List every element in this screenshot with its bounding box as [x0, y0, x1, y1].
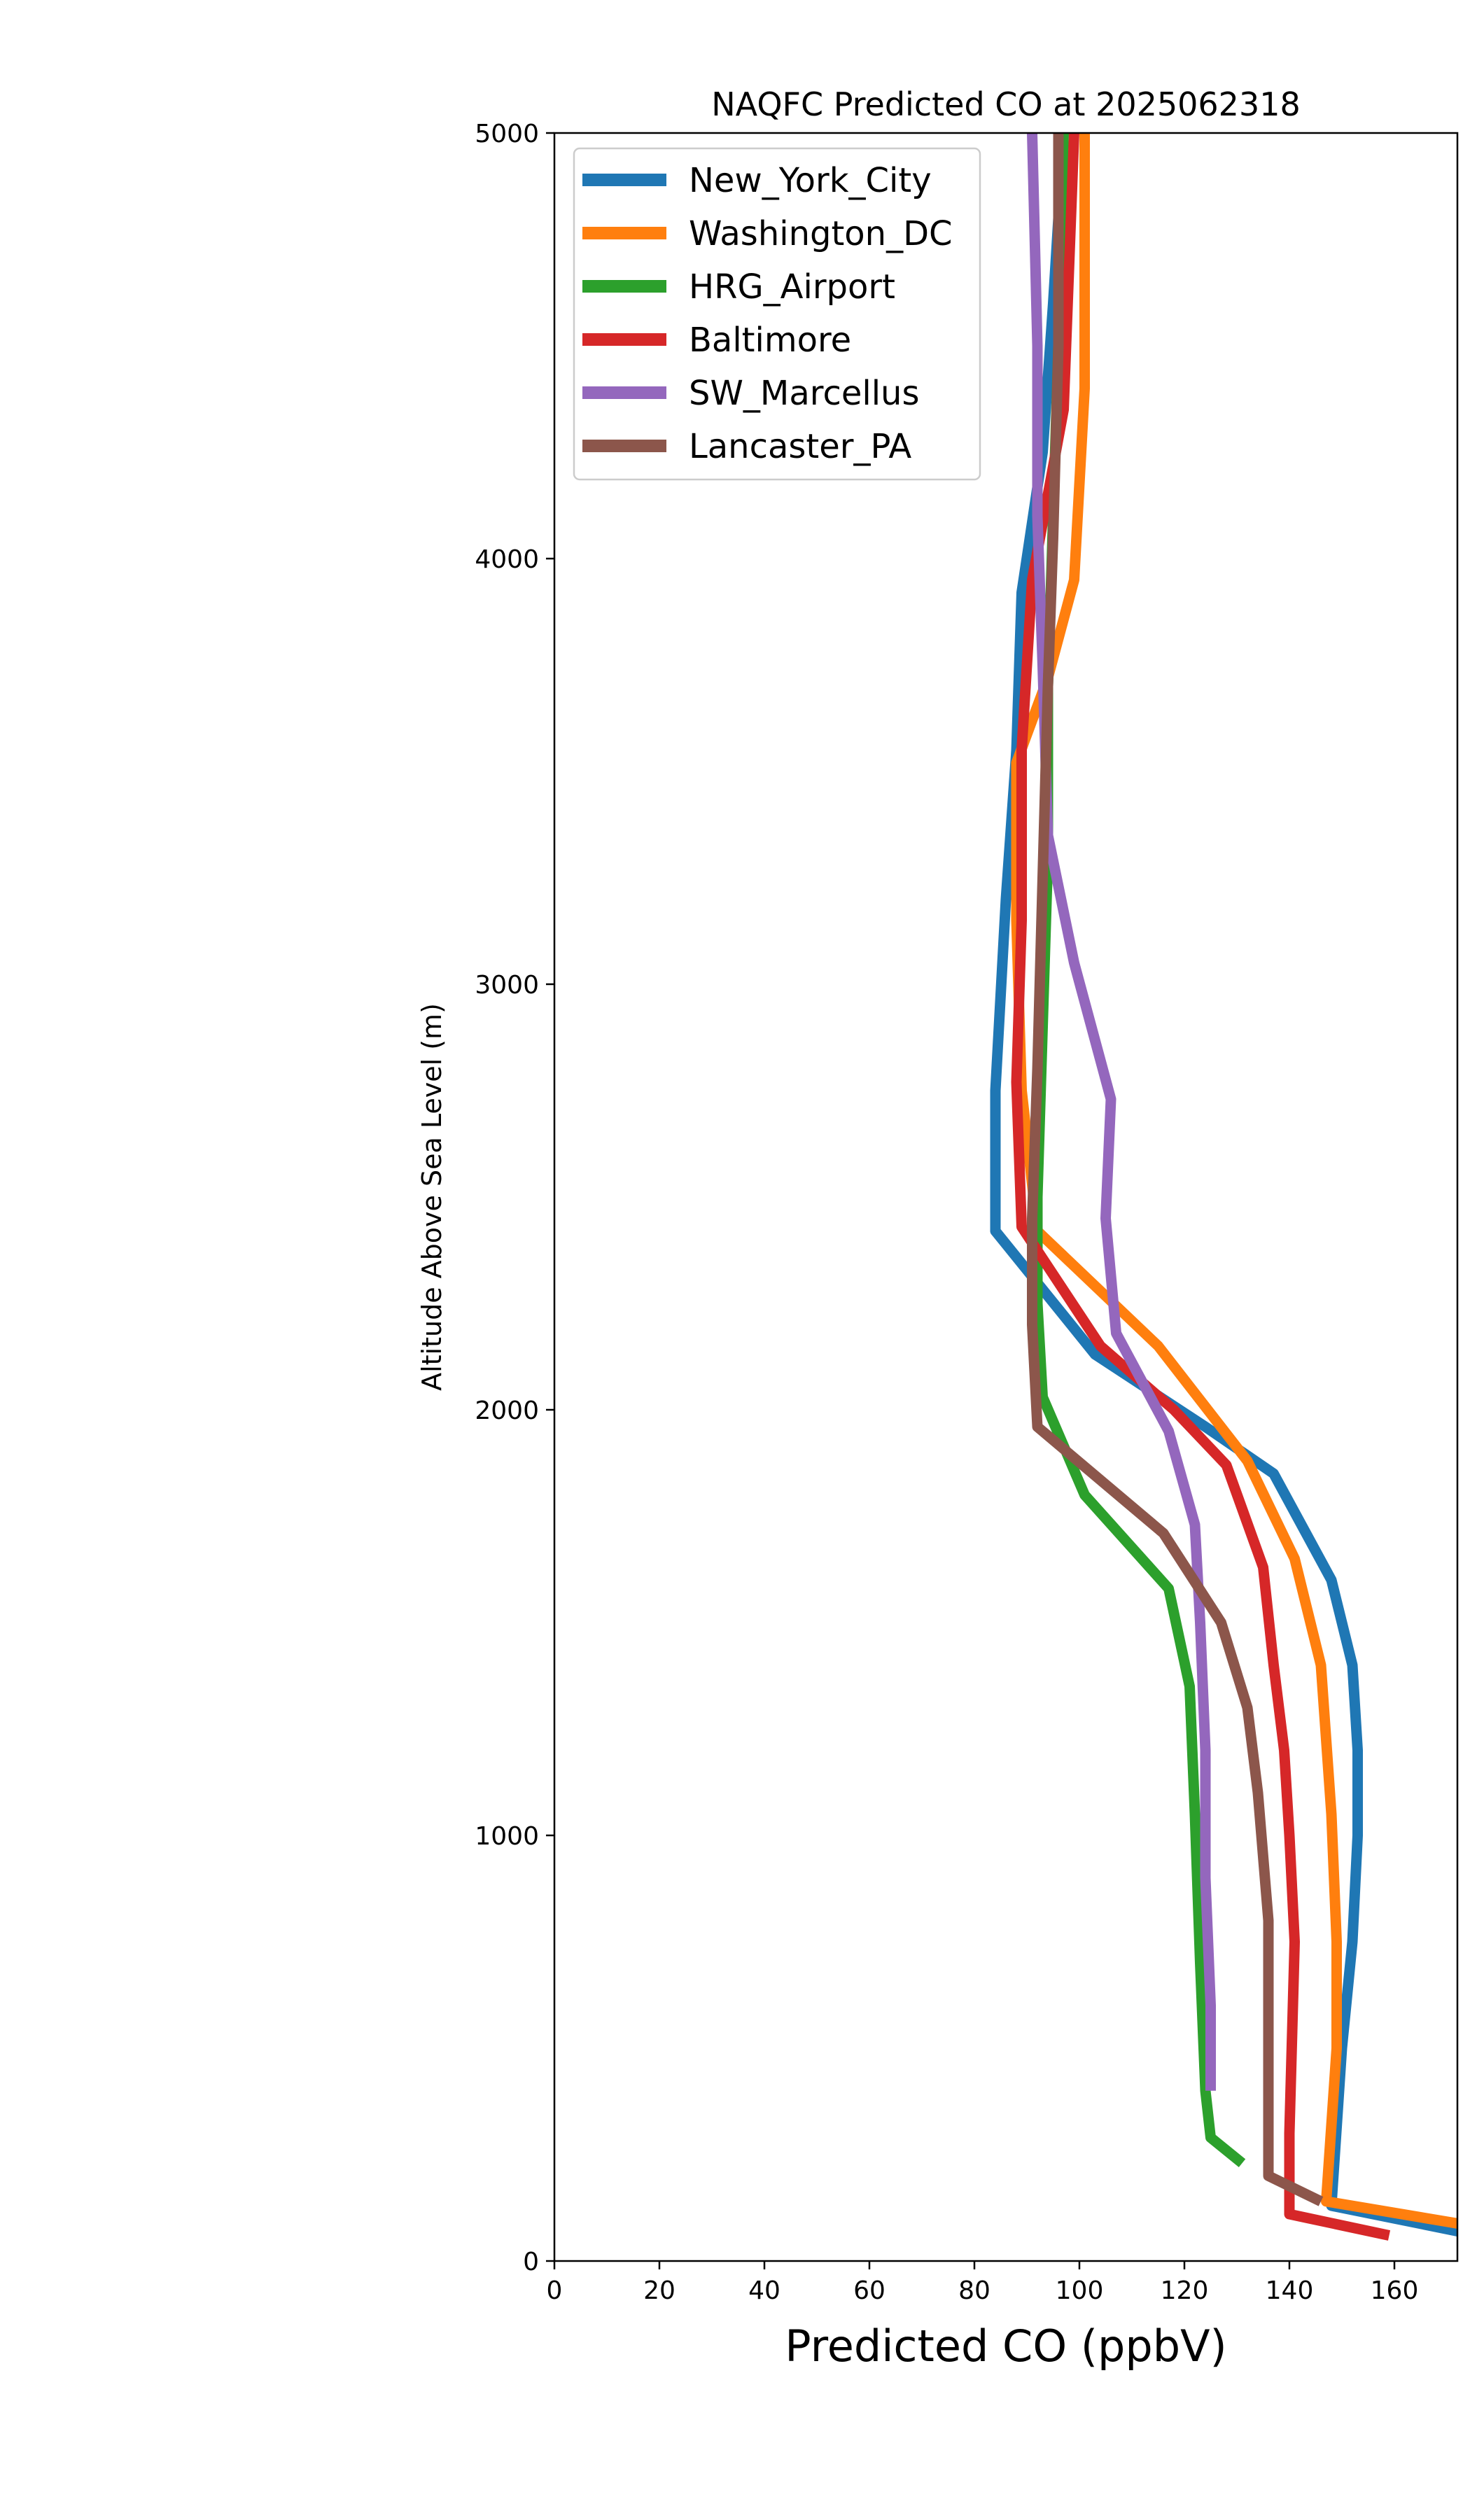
legend-entry: Lancaster_PA — [689, 427, 911, 466]
x-tick-label: 20 — [643, 2276, 676, 2305]
x-tick-label: 120 — [1161, 2276, 1209, 2305]
legend-entry: New_York_City — [689, 161, 932, 200]
series-line-Washington_DC — [1011, 133, 1457, 2229]
series-line-Lancaster_PA — [1027, 133, 1324, 2206]
legend-box — [573, 147, 981, 481]
series-line-New_York_City — [990, 133, 1457, 2237]
x-tick-label: 160 — [1371, 2276, 1419, 2305]
y-tick-label: 1000 — [475, 1822, 539, 1851]
legend-entry: HRG_Airport — [689, 267, 895, 307]
y-tick-label: 5000 — [475, 120, 539, 148]
x-tick-label: 40 — [748, 2276, 780, 2305]
x-axis-label: Predicted CO (ppbV) — [785, 2320, 1226, 2372]
x-tick-label: 100 — [1056, 2276, 1104, 2305]
legend: New_York_City Washington_DC HRG_Airport Bal… — [573, 147, 981, 481]
y-tick-label: 3000 — [475, 971, 539, 1000]
y-tick-label: 2000 — [475, 1396, 539, 1425]
series-line-SW_Marcellus — [1027, 133, 1216, 2091]
series-line-Baltimore — [1011, 133, 1391, 2241]
x-axis-ticks: 0 20 40 60 80 100 120 140 160 — [547, 2261, 1419, 2305]
y-tick-label: 4000 — [475, 545, 539, 574]
chart-title: NAQFC Predicted CO at 2025062318 — [711, 85, 1301, 123]
plot-frame — [553, 132, 1459, 2262]
legend-entry: Washington_DC — [689, 214, 953, 253]
y-axis-ticks: 0 1000 2000 3000 4000 5000 — [475, 120, 554, 2276]
legend-entry: Baltimore — [689, 321, 851, 360]
legend-entry: SW_Marcellus — [689, 374, 919, 413]
x-tick-label: 0 — [547, 2276, 563, 2305]
y-axis-label: Altitude Above Sea Level (m) — [416, 1003, 447, 1391]
x-tick-label: 140 — [1266, 2276, 1314, 2305]
x-tick-label: 60 — [853, 2276, 886, 2305]
y-tick-label: 0 — [523, 2248, 539, 2276]
series-group — [990, 133, 1457, 2241]
x-tick-label: 80 — [958, 2276, 990, 2305]
